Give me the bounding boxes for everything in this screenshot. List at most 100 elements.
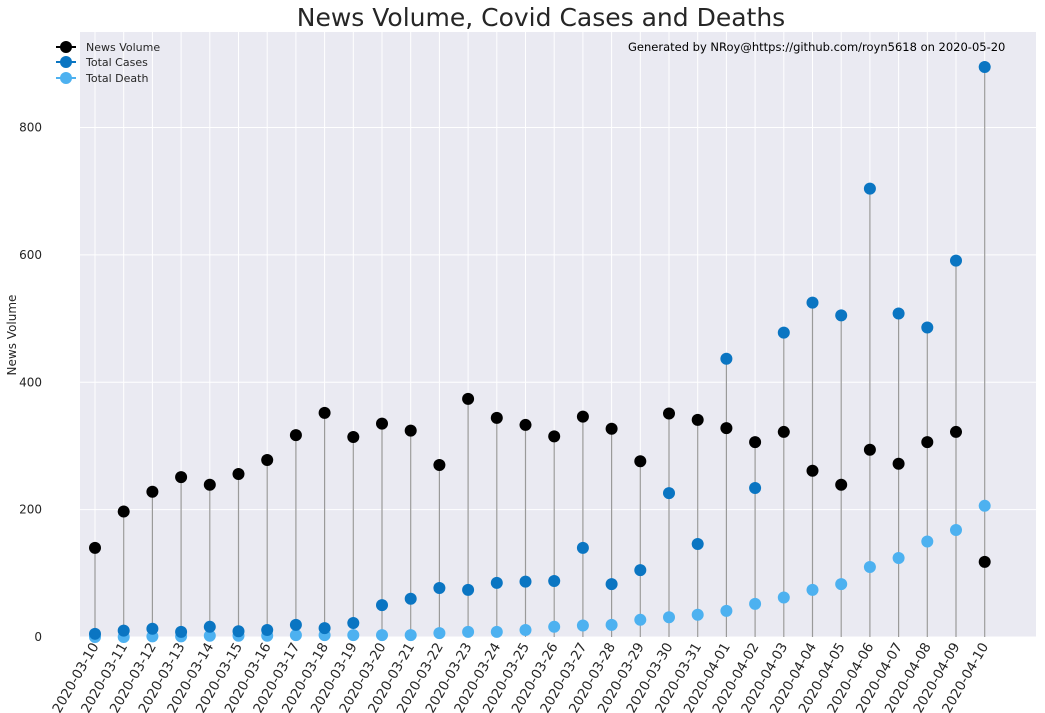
- total-cases-point: [634, 564, 647, 577]
- total-cases-point: [289, 618, 302, 631]
- total-cases-point: [318, 622, 331, 635]
- total-death-point: [663, 611, 675, 624]
- total-cases-point: [376, 599, 388, 612]
- y-tick-label: 400: [19, 375, 42, 389]
- total-cases-point: [175, 625, 188, 638]
- total-cases-point: [749, 481, 762, 494]
- total-death-point: [777, 591, 790, 604]
- total-death-point: [634, 613, 647, 626]
- news-volume-point: [318, 406, 331, 419]
- total-death-point: [691, 608, 704, 621]
- total-cases-point: [605, 578, 618, 591]
- plot-area: [80, 32, 1036, 637]
- legend: News Volume Total Cases Total Death: [56, 41, 160, 85]
- legend-label-total-cases: Total Cases: [85, 56, 148, 69]
- total-death-point: [749, 597, 762, 610]
- total-cases-point: [576, 541, 589, 554]
- news-volume-point: [863, 443, 876, 456]
- total-death-point: [347, 629, 360, 642]
- news-volume-point: [175, 471, 188, 484]
- total-death-point: [950, 524, 962, 537]
- total-cases-point: [490, 576, 503, 589]
- total-death-point: [289, 629, 302, 642]
- total-cases-point: [462, 583, 475, 596]
- total-death-point: [921, 535, 934, 548]
- total-death-point: [576, 619, 589, 632]
- news-volume-point: [576, 410, 589, 423]
- total-cases-point: [806, 296, 819, 309]
- total-cases-point: [978, 61, 991, 74]
- y-axis-label: News Volume: [5, 295, 19, 376]
- total-death-point: [605, 618, 618, 631]
- total-cases-point: [720, 352, 733, 365]
- news-volume-point: [921, 436, 934, 449]
- total-death-point: [376, 629, 388, 642]
- news-volume-point: [720, 422, 733, 435]
- total-cases-point: [950, 254, 962, 267]
- total-cases-point: [863, 182, 876, 195]
- total-cases-point: [691, 538, 704, 551]
- total-cases-point: [117, 624, 130, 637]
- generated-by-annotation: Generated by NRoy@https://github.com/roy…: [628, 40, 1005, 54]
- y-tick-label: 800: [19, 121, 42, 135]
- news-volume-point: [347, 431, 360, 444]
- total-death-point: [404, 629, 417, 642]
- total-death-point: [519, 623, 532, 636]
- total-death-point: [433, 627, 446, 640]
- legend-marker-news-volume: [60, 41, 72, 53]
- total-cases-point: [347, 616, 360, 629]
- total-cases-point: [548, 574, 561, 587]
- news-volume-point: [490, 411, 503, 424]
- total-cases-point: [89, 627, 101, 640]
- news-volume-point: [777, 425, 790, 438]
- total-cases-point: [433, 581, 446, 594]
- legend-item-news-volume: News Volume: [56, 41, 160, 54]
- news-volume-point: [835, 478, 848, 491]
- y-tick-labels: 0 200 400 600 800: [19, 121, 42, 644]
- total-cases-point: [777, 326, 790, 339]
- y-tick-label: 0: [34, 630, 42, 644]
- total-death-point: [892, 552, 905, 565]
- total-cases-point: [232, 625, 245, 638]
- news-volume-point: [892, 457, 905, 470]
- news-volume-point: [950, 425, 962, 438]
- data-markers: [89, 61, 991, 643]
- legend-label-news-volume: News Volume: [86, 41, 160, 54]
- y-tick-label: 200: [19, 503, 42, 517]
- news-volume-point: [289, 429, 302, 442]
- total-cases-point: [921, 321, 934, 334]
- news-volume-point: [634, 455, 647, 468]
- total-cases-point: [835, 309, 848, 322]
- total-cases-point: [519, 575, 532, 588]
- legend-label-total-death: Total Death: [85, 72, 148, 85]
- chart-title: News Volume, Covid Cases and Deaths: [297, 3, 785, 32]
- total-cases-point: [203, 620, 216, 633]
- total-death-point: [806, 583, 819, 596]
- news-volume-point: [117, 505, 130, 518]
- legend-marker-total-death: [60, 72, 72, 84]
- news-volume-point: [978, 555, 991, 568]
- news-volume-point: [749, 436, 762, 449]
- news-volume-point: [146, 485, 159, 498]
- total-death-point: [203, 629, 216, 642]
- news-volume-point: [89, 541, 101, 554]
- news-volume-point: [376, 417, 388, 430]
- total-death-point: [835, 578, 848, 591]
- total-death-point: [978, 499, 991, 512]
- total-death-point: [490, 625, 503, 638]
- news-volume-point: [433, 459, 446, 472]
- news-volume-point: [519, 418, 532, 431]
- total-cases-point: [663, 487, 675, 500]
- total-cases-point: [404, 592, 417, 605]
- news-volume-point: [261, 453, 274, 466]
- total-cases-point: [892, 307, 905, 320]
- x-tick-labels: 2020-03-102020-03-112020-03-122020-03-13…: [49, 640, 992, 713]
- news-volume-point: [462, 392, 475, 405]
- news-volume-point: [806, 464, 819, 477]
- news-volume-point: [232, 467, 245, 480]
- legend-item-total-cases: Total Cases: [56, 56, 148, 69]
- legend-item-total-death: Total Death: [56, 72, 148, 85]
- y-tick-label: 600: [19, 248, 42, 262]
- total-death-point: [863, 560, 876, 573]
